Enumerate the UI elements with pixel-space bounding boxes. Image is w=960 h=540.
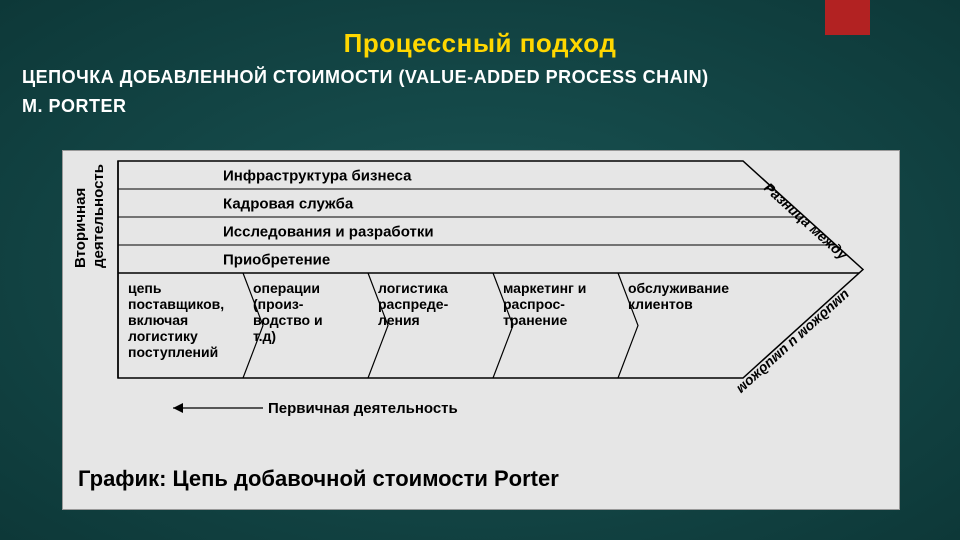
primary-cell-label: распреде-	[378, 296, 449, 312]
accent-bar	[825, 0, 870, 35]
slide-author: М. PORTER	[0, 88, 960, 117]
primary-cell-label: маркетинг и	[503, 280, 586, 296]
primary-cell-label: транение	[503, 312, 567, 328]
secondary-activity-label: Вторичнаядеятельность	[72, 164, 107, 268]
slide-subtitle: ЦЕПОЧКА ДОБАВЛЕННОЙ СТОИМОСТИ (VALUE-ADD…	[0, 59, 960, 88]
primary-cell-label: операции	[253, 280, 320, 296]
primary-cell-label: ления	[378, 312, 420, 328]
svg-text:Вторичная: Вторичная	[72, 188, 89, 268]
primary-cell-label: логистику	[128, 328, 198, 344]
primary-cell-label: поставщиков,	[128, 296, 224, 312]
support-row-label: Исследования и разработки	[223, 224, 434, 241]
primary-cell-label: клиентов	[628, 296, 693, 312]
support-row-label: Кадровая служба	[223, 196, 354, 213]
svg-text:деятельность: деятельность	[90, 164, 107, 268]
primary-cell-label: цепь	[128, 280, 162, 296]
primary-cell-label: поступлений	[128, 344, 218, 360]
value-chain-diagram: Инфраструктура бизнеса Кадровая служба Исс…	[62, 150, 900, 510]
slide-title: Процессный подход	[0, 0, 960, 59]
diagram-caption: График: Цепь добавочной стоимости Porter	[78, 466, 559, 491]
primary-activity-label: Первичная деятельность	[268, 400, 458, 417]
primary-cell-label: распрос-	[503, 296, 565, 312]
support-row-label: Инфраструктура бизнеса	[223, 168, 412, 185]
primary-cell-label: (произ-	[253, 296, 304, 312]
support-row-label: Приобретение	[223, 252, 330, 269]
primary-cell-label: обслуживание	[628, 280, 729, 296]
primary-cell-label: т.д)	[253, 328, 276, 344]
value-chain-outline	[118, 161, 863, 378]
primary-label-arrowhead	[173, 403, 183, 413]
primary-cell-label: водство и	[253, 312, 323, 328]
primary-cell-label: включая	[128, 312, 188, 328]
primary-cell-label: логистика	[378, 280, 448, 296]
